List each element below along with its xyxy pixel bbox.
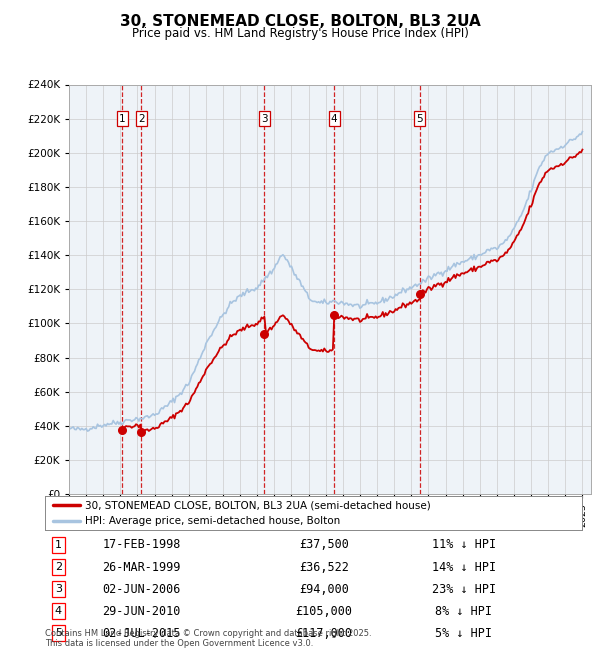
Text: 2: 2 [55, 562, 62, 572]
Text: 3: 3 [261, 114, 268, 124]
Text: £94,000: £94,000 [299, 582, 349, 595]
Text: Price paid vs. HM Land Registry's House Price Index (HPI): Price paid vs. HM Land Registry's House … [131, 27, 469, 40]
Text: 23% ↓ HPI: 23% ↓ HPI [432, 582, 496, 595]
Text: 8% ↓ HPI: 8% ↓ HPI [436, 604, 493, 617]
Text: 4: 4 [331, 114, 337, 124]
Text: 5% ↓ HPI: 5% ↓ HPI [436, 627, 493, 640]
Text: Contains HM Land Registry data © Crown copyright and database right 2025.
This d: Contains HM Land Registry data © Crown c… [45, 629, 371, 648]
Text: 3: 3 [55, 584, 62, 594]
Text: 26-MAR-1999: 26-MAR-1999 [103, 560, 181, 573]
Text: 14% ↓ HPI: 14% ↓ HPI [432, 560, 496, 573]
Text: £105,000: £105,000 [296, 604, 353, 617]
Text: HPI: Average price, semi-detached house, Bolton: HPI: Average price, semi-detached house,… [85, 515, 341, 526]
Text: £36,522: £36,522 [299, 560, 349, 573]
Text: 29-JUN-2010: 29-JUN-2010 [103, 604, 181, 617]
Text: 17-FEB-1998: 17-FEB-1998 [103, 538, 181, 551]
Text: 5: 5 [416, 114, 423, 124]
Text: £117,000: £117,000 [296, 627, 353, 640]
Text: 1: 1 [55, 540, 62, 550]
Text: 11% ↓ HPI: 11% ↓ HPI [432, 538, 496, 551]
Text: 30, STONEMEAD CLOSE, BOLTON, BL3 2UA (semi-detached house): 30, STONEMEAD CLOSE, BOLTON, BL3 2UA (se… [85, 500, 431, 510]
Text: 30, STONEMEAD CLOSE, BOLTON, BL3 2UA: 30, STONEMEAD CLOSE, BOLTON, BL3 2UA [119, 14, 481, 29]
Text: £37,500: £37,500 [299, 538, 349, 551]
Text: 02-JUN-2006: 02-JUN-2006 [103, 582, 181, 595]
Text: 1: 1 [119, 114, 126, 124]
Text: 4: 4 [55, 606, 62, 616]
Text: 02-JUL-2015: 02-JUL-2015 [103, 627, 181, 640]
Text: 2: 2 [138, 114, 145, 124]
Text: 5: 5 [55, 629, 62, 638]
